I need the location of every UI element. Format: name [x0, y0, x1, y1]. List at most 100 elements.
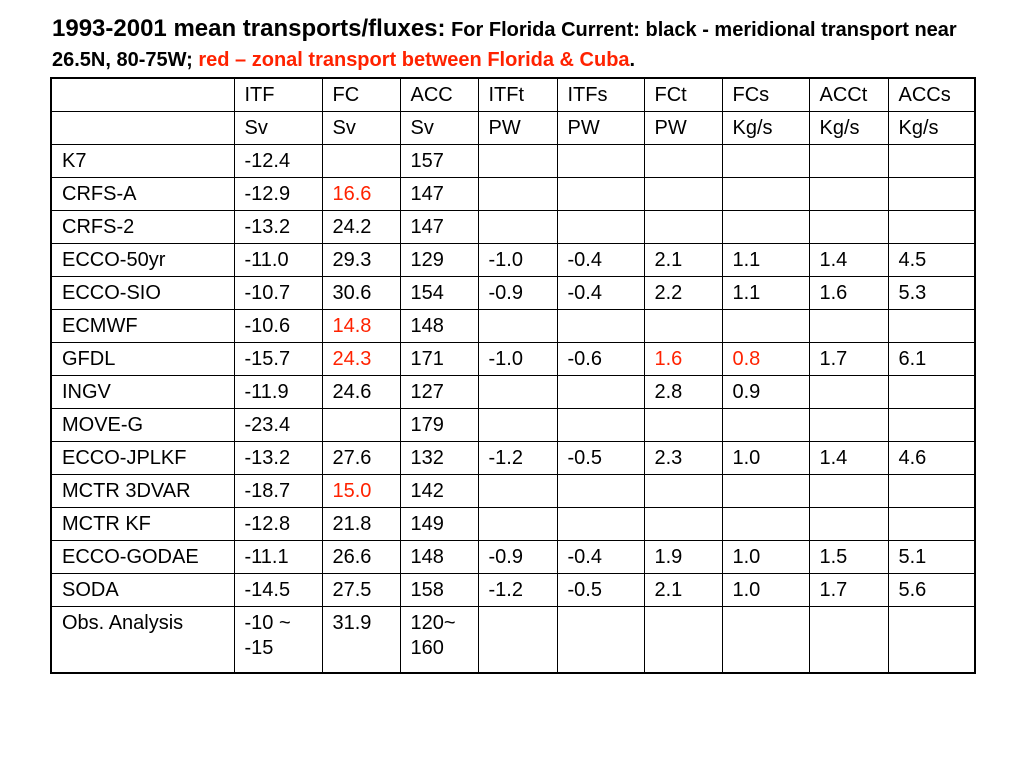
table-cell: [477, 407, 558, 442]
table-row: MCTR KF -12.8 21.8 149: [50, 506, 976, 541]
table-cell: [477, 374, 558, 409]
table-row: K7 -12.4 157: [50, 143, 976, 178]
table-cell: -23.4: [233, 407, 323, 442]
table-cell: [477, 605, 558, 674]
row-label-cell: INGV: [50, 374, 235, 409]
table-cell: [556, 209, 645, 244]
table-row: CRFS-2 -13.2 24.2 147: [50, 209, 976, 244]
table-cell: [556, 374, 645, 409]
table-cell: 16.6: [321, 176, 401, 211]
table-cell: -1.2: [477, 572, 558, 607]
table-cell: 1.1: [721, 275, 810, 310]
table-row: MOVE-G -23.4 179: [50, 407, 976, 442]
table-cell: FCt: [643, 77, 723, 112]
table-row: ECMWF -10.6 14.8 148: [50, 308, 976, 343]
table-cell: Kg/s: [887, 110, 976, 145]
table-cell: [887, 605, 976, 674]
table-cell: ACC: [399, 77, 479, 112]
table-cell: 5.3: [887, 275, 976, 310]
table-cell: [808, 374, 889, 409]
table-cell: [643, 473, 723, 508]
table-cell: 4.6: [887, 440, 976, 475]
table-cell: [556, 506, 645, 541]
table-cell: [808, 308, 889, 343]
row-label-cell: CRFS-A: [50, 176, 235, 211]
table-cell: PW: [556, 110, 645, 145]
table-cell: -0.9: [477, 539, 558, 574]
table-cell: [477, 176, 558, 211]
table-cell: [556, 407, 645, 442]
table-cell: -18.7: [233, 473, 323, 508]
table-cell: 147: [399, 176, 479, 211]
table-cell: 26.6: [321, 539, 401, 574]
table-cell: 129: [399, 242, 479, 277]
table-cell: -13.2: [233, 440, 323, 475]
table-cell: 31.9: [321, 605, 401, 674]
row-label-cell: Obs. Analysis: [50, 605, 235, 674]
table-cell: [321, 407, 401, 442]
table-cell: [643, 143, 723, 178]
table-cell: 6.1: [887, 341, 976, 376]
table-cell: [808, 407, 889, 442]
row-label-cell: K7: [50, 143, 235, 178]
table-cell: [887, 374, 976, 409]
row-label-cell: [50, 77, 235, 112]
table-cell: 14.8: [321, 308, 401, 343]
table-cell: 4.5: [887, 242, 976, 277]
table-cell: 120~ 160: [399, 605, 479, 674]
table-cell: 148: [399, 308, 479, 343]
table-row: ECCO-SIO -10.7 30.6 154 -0.9 -0.4 2.2 1.1 1.6 5.3: [50, 275, 976, 310]
table-cell: 142: [399, 473, 479, 508]
table-cell: -1.0: [477, 242, 558, 277]
table-cell: -10.7: [233, 275, 323, 310]
table-cell: 24.2: [321, 209, 401, 244]
table-cell: Sv: [233, 110, 323, 145]
table-row: SODA -14.5 27.5 158 -1.2 -0.5 2.1 1.0 1.7 5.6: [50, 572, 976, 607]
table-cell: ACCt: [808, 77, 889, 112]
table-cell: -0.9: [477, 275, 558, 310]
table-cell: 1.5: [808, 539, 889, 574]
table-row: Obs. Analysis -10 ~ -15 31.9 120~ 160: [50, 605, 976, 674]
table-cell: [556, 605, 645, 674]
table-cell: [721, 407, 810, 442]
table-units-row: Sv Sv Sv PW PW PW Kg/s Kg/s Kg/s: [50, 110, 976, 145]
table-row: GFDL -15.7 24.3 171 -1.0 -0.6 1.6 0.8 1.7 6.1: [50, 341, 976, 376]
row-label-cell: MOVE-G: [50, 407, 235, 442]
row-label-cell: CRFS-2: [50, 209, 235, 244]
table-cell: [887, 209, 976, 244]
table-row: ECCO-50yr -11.0 29.3 129 -1.0 -0.4 2.1 1.1 1.4 4.…: [50, 242, 976, 277]
table-cell: 147: [399, 209, 479, 244]
table-row: ECCO-GODAE -11.1 26.6 148 -0.9 -0.4 1.9 1.0 1.5 5…: [50, 539, 976, 574]
table-cell: 1.9: [643, 539, 723, 574]
table-cell: ITFs: [556, 77, 645, 112]
table-cell: ITFt: [477, 77, 558, 112]
table-cell: [556, 176, 645, 211]
table-row: MCTR 3DVAR -18.7 15.0 142: [50, 473, 976, 508]
table-cell: 154: [399, 275, 479, 310]
table-row: INGV -11.9 24.6 127 2.8 0.9: [50, 374, 976, 409]
table-cell: -14.5: [233, 572, 323, 607]
row-label-cell: GFDL: [50, 341, 235, 376]
table-cell: [477, 473, 558, 508]
table-cell: [721, 143, 810, 178]
row-label-cell: ECCO-50yr: [50, 242, 235, 277]
table-cell: -0.4: [556, 539, 645, 574]
table-cell: [556, 473, 645, 508]
table-cell: [321, 143, 401, 178]
table-cell: 1.6: [808, 275, 889, 310]
table-cell: 149: [399, 506, 479, 541]
table-cell: 30.6: [321, 275, 401, 310]
table-cell: [808, 143, 889, 178]
table-cell: -0.5: [556, 440, 645, 475]
table-cell: -10.6: [233, 308, 323, 343]
table-row: ECCO-JPLKF -13.2 27.6 132 -1.2 -0.5 2.3 1.0 1.4 4…: [50, 440, 976, 475]
table-cell: -11.9: [233, 374, 323, 409]
table-cell: [556, 308, 645, 343]
table-cell: [808, 209, 889, 244]
table-cell: 0.8: [721, 341, 810, 376]
table-cell: Sv: [321, 110, 401, 145]
table-cell: 1.7: [808, 572, 889, 607]
table-cell: [643, 605, 723, 674]
table-cell: -1.2: [477, 440, 558, 475]
row-label-cell: ECCO-JPLKF: [50, 440, 235, 475]
